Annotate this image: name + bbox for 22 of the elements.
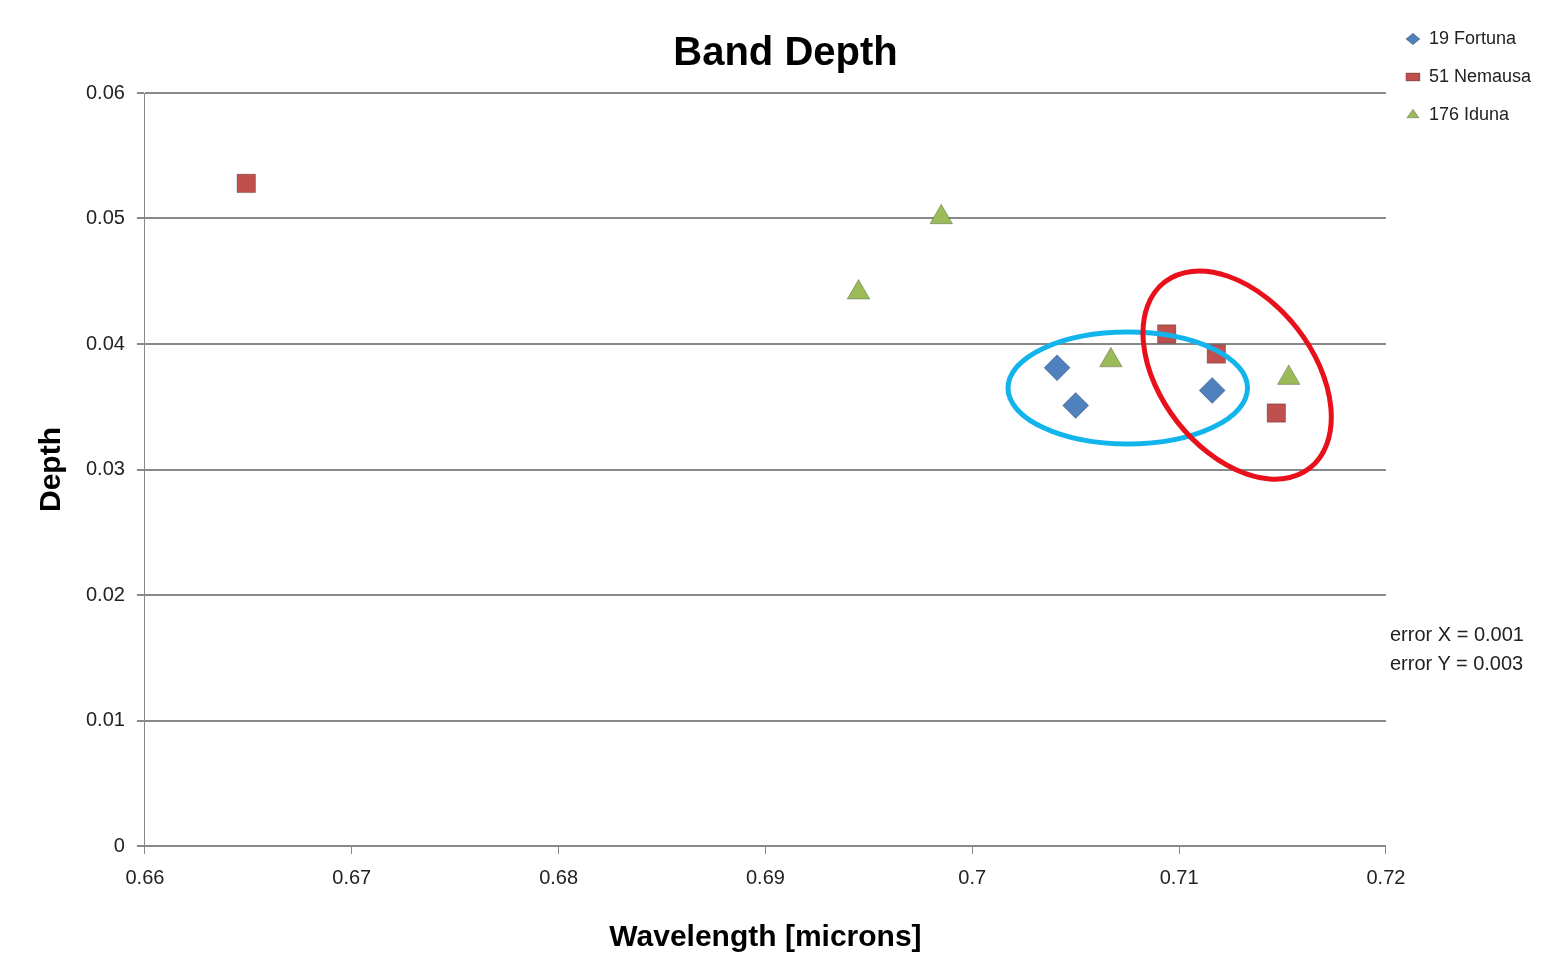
legend-label: 19 Fortuna [1428, 27, 1517, 48]
text: error Y = 0.003 [1390, 651, 1524, 676]
x-tick-label: 0.72 [1366, 865, 1406, 888]
x-tick-label: 0.66 [125, 865, 165, 888]
y-tick-label: 0.02 [85, 582, 125, 605]
x-axis-title: Wavelength [microns] [609, 919, 922, 953]
y-axis-title: Depth [33, 427, 67, 512]
x-tick-label: 0.71 [1159, 865, 1199, 888]
y-tick-label: 0.04 [85, 331, 125, 354]
x-tick-label: 0.69 [745, 865, 785, 888]
y-tick-label: 0 [113, 833, 125, 856]
y-tick-label: 0.03 [85, 457, 125, 480]
y-tick-label: 0.05 [85, 206, 125, 229]
y-tick-label: 0.01 [85, 708, 125, 731]
x-tick-label: 0.68 [539, 865, 579, 888]
x-tick-label: 0.67 [332, 865, 372, 888]
y-tick-label: 0.06 [85, 80, 125, 103]
legend-label: 51 Nemausa [1428, 65, 1532, 86]
x-tick-label: 0.7 [958, 865, 987, 888]
chart-title: Band Depth [673, 29, 898, 74]
legend-label: 176 Iduna [1428, 103, 1511, 124]
text: error X = 0.001 [1390, 622, 1524, 647]
